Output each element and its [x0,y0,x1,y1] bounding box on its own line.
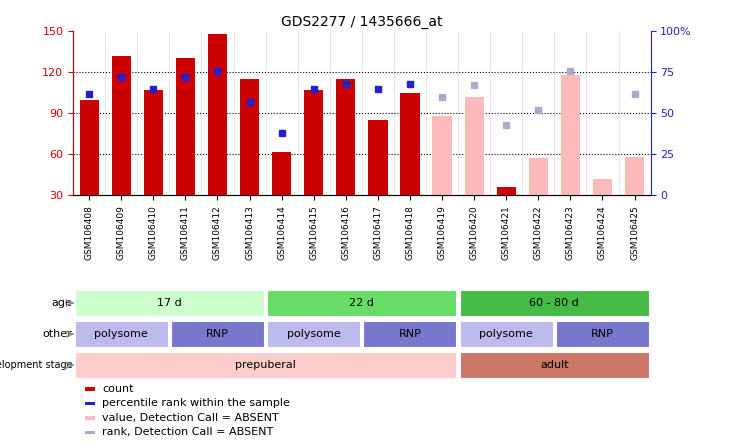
Text: 22 d: 22 d [349,298,374,308]
Bar [336,79,355,195]
Bar [80,99,99,195]
Bar [460,352,649,378]
Bar [75,290,264,316]
Bar [304,90,323,195]
Text: value, Detection Call = ABSENT: value, Detection Call = ABSENT [102,413,279,423]
Text: other: other [42,329,72,339]
Text: count: count [102,384,134,394]
Text: development stage: development stage [0,360,72,370]
Bar [460,321,553,347]
Bar [272,151,291,195]
Bar [144,90,163,195]
Text: polysome: polysome [94,329,148,339]
Bar [464,97,484,195]
Text: RNP: RNP [206,329,229,339]
Text: age: age [52,298,72,308]
Text: adult: adult [540,360,569,370]
Text: polysome: polysome [287,329,341,339]
Bar [401,93,420,195]
Bar [85,387,95,391]
Bar [268,290,456,316]
Bar [112,56,131,195]
Bar [171,321,264,347]
Title: GDS2277 / 1435666_at: GDS2277 / 1435666_at [281,15,442,29]
Text: polysome: polysome [480,329,533,339]
Bar [85,402,95,405]
Bar [368,120,387,195]
Text: RNP: RNP [591,329,614,339]
Bar [75,352,456,378]
Bar [561,75,580,195]
Bar [529,159,548,195]
Text: RNP: RNP [398,329,421,339]
Bar [625,157,644,195]
Bar [268,321,360,347]
Bar [175,59,195,195]
Bar [75,321,167,347]
Bar [433,116,452,195]
Text: 60 - 80 d: 60 - 80 d [529,298,579,308]
Bar [85,416,95,420]
Bar [460,290,649,316]
Text: percentile rank within the sample: percentile rank within the sample [102,398,290,408]
Bar [363,321,456,347]
Bar [593,179,612,195]
Bar [240,79,260,195]
Bar [556,321,649,347]
Text: prepuberal: prepuberal [235,360,296,370]
Text: rank, Detection Call = ABSENT: rank, Detection Call = ABSENT [102,427,273,437]
Bar [496,187,516,195]
Bar [85,431,95,434]
Text: 17 d: 17 d [157,298,182,308]
Bar [208,34,227,195]
